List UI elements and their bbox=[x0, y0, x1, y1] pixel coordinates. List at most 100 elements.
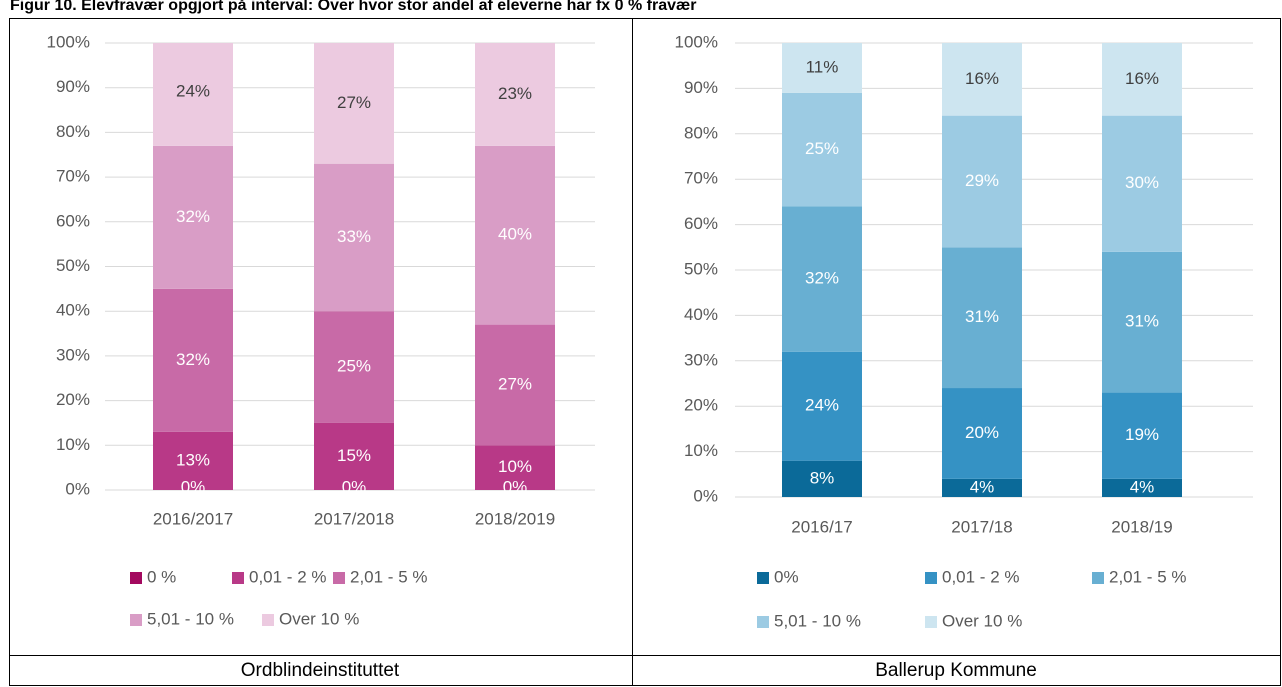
bar-segment bbox=[942, 388, 1022, 479]
data-labels: 8% 24% 32% 25% 11% 4% 20% 31% 29% 16% 4% 19% 31% 30% 1… bbox=[805, 57, 1159, 496]
y-tick-label: 90% bbox=[684, 78, 718, 97]
plot-area bbox=[782, 43, 1182, 497]
data-label: 0% bbox=[342, 477, 367, 496]
y-tick-label: 90% bbox=[56, 77, 90, 96]
data-label: 23% bbox=[498, 84, 532, 103]
bar-segment bbox=[314, 163, 394, 312]
bar-segment bbox=[475, 43, 555, 146]
data-label: 16% bbox=[1125, 69, 1159, 88]
data-label: 25% bbox=[337, 357, 371, 376]
legend-label: 0,01 - 2 % bbox=[942, 567, 1020, 586]
data-label: 0% bbox=[503, 477, 528, 496]
bar-segment bbox=[475, 445, 555, 490]
y-tick-label: 100% bbox=[47, 32, 90, 51]
bar-segment bbox=[314, 311, 394, 423]
legend-label: 5,01 - 10 % bbox=[774, 611, 861, 630]
y-tick-label: 0% bbox=[693, 486, 718, 505]
bar-segment bbox=[1102, 478, 1182, 497]
legend-swatch bbox=[130, 614, 142, 626]
data-label: 4% bbox=[970, 477, 995, 496]
x-tick-label: 2017/18 bbox=[951, 517, 1012, 536]
y-tick-label: 80% bbox=[56, 122, 90, 141]
bar-segment bbox=[1102, 392, 1182, 479]
x-tick-label: 2017/2018 bbox=[314, 509, 394, 528]
y-tick-label: 60% bbox=[684, 214, 718, 233]
legend-swatch bbox=[333, 572, 345, 584]
bar-segment bbox=[942, 478, 1022, 497]
bar-segment bbox=[1102, 115, 1182, 252]
bar-segment bbox=[153, 43, 233, 146]
data-label: 16% bbox=[965, 69, 999, 88]
bar-segment bbox=[942, 43, 1022, 116]
data-label: 30% bbox=[1125, 173, 1159, 192]
legend-label: 0% bbox=[774, 567, 799, 586]
legend-swatch bbox=[232, 572, 244, 584]
data-label: 33% bbox=[337, 227, 371, 246]
y-tick-label: 10% bbox=[56, 435, 90, 454]
x-tick-label: 2018/2019 bbox=[475, 509, 555, 528]
bar-segment bbox=[475, 145, 555, 325]
data-label: 25% bbox=[805, 139, 839, 158]
bar-segment bbox=[475, 324, 555, 446]
data-label: 27% bbox=[337, 93, 371, 112]
data-label: 15% bbox=[337, 446, 371, 465]
bar-segment bbox=[314, 43, 394, 164]
y-tick-label: 30% bbox=[684, 350, 718, 369]
figure-title: Figur 10. Elevfravær opgjort på interval… bbox=[10, 0, 696, 14]
y-tick-label: 30% bbox=[56, 345, 90, 364]
legend-swatch bbox=[130, 572, 142, 584]
bar-segment bbox=[942, 247, 1022, 389]
bar-segment bbox=[782, 351, 862, 461]
data-label: 13% bbox=[176, 450, 210, 469]
data-label: 40% bbox=[498, 225, 532, 244]
data-label: 29% bbox=[965, 171, 999, 190]
data-label: 11% bbox=[806, 57, 839, 76]
legend-label: 5,01 - 10 % bbox=[147, 609, 234, 628]
y-tick-label: 50% bbox=[56, 256, 90, 275]
data-label: 24% bbox=[176, 82, 210, 101]
y-tick-label: 100% bbox=[675, 32, 718, 51]
legend-label: Over 10 % bbox=[942, 611, 1022, 630]
bar-segment bbox=[782, 43, 862, 93]
legend-swatch bbox=[757, 616, 769, 628]
bar-segment bbox=[314, 422, 394, 490]
data-label: 8% bbox=[810, 468, 835, 487]
bar-segment bbox=[942, 115, 1022, 248]
bar-segment bbox=[1102, 43, 1182, 116]
legend-label: 2,01 - 5 % bbox=[1109, 567, 1187, 586]
bar-segment bbox=[153, 145, 233, 289]
bar-segment bbox=[153, 288, 233, 432]
data-label: 27% bbox=[498, 374, 532, 393]
y-tick-label: 80% bbox=[684, 123, 718, 142]
data-label: 24% bbox=[805, 396, 839, 415]
data-label: 19% bbox=[1125, 425, 1159, 444]
bar-segment bbox=[782, 92, 862, 207]
x-tick-label: 2016/2017 bbox=[153, 509, 233, 528]
caption: Ordblindeinstituttet bbox=[241, 660, 400, 681]
caption: Ballerup Kommune bbox=[875, 660, 1037, 681]
y-tick-label: 20% bbox=[684, 396, 718, 415]
legend-swatch bbox=[925, 616, 937, 628]
data-label: 20% bbox=[965, 423, 999, 442]
data-labels: 0%13%32%32%24%0%15%25%33%27%0%10%27%40%2… bbox=[176, 82, 532, 497]
legend-label: 2,01 - 5 % bbox=[350, 567, 428, 586]
y-tick-label: 10% bbox=[684, 441, 718, 460]
y-tick-label: 60% bbox=[56, 211, 90, 230]
plot-area bbox=[153, 43, 555, 490]
data-label: 31% bbox=[965, 307, 999, 326]
y-tick-label: 40% bbox=[56, 301, 90, 320]
legend-swatch bbox=[925, 572, 937, 584]
data-label: 32% bbox=[176, 350, 210, 369]
data-label: 31% bbox=[1125, 312, 1159, 331]
y-tick-label: 40% bbox=[684, 305, 718, 324]
legend-swatch bbox=[262, 614, 274, 626]
y-tick-label: 70% bbox=[684, 169, 718, 188]
x-tick-label: 2016/17 bbox=[791, 517, 852, 536]
data-label: 32% bbox=[805, 269, 839, 288]
y-tick-label: 50% bbox=[684, 259, 718, 278]
bar-segment bbox=[782, 460, 862, 497]
data-label: 10% bbox=[498, 457, 532, 476]
bar-segment bbox=[153, 431, 233, 490]
